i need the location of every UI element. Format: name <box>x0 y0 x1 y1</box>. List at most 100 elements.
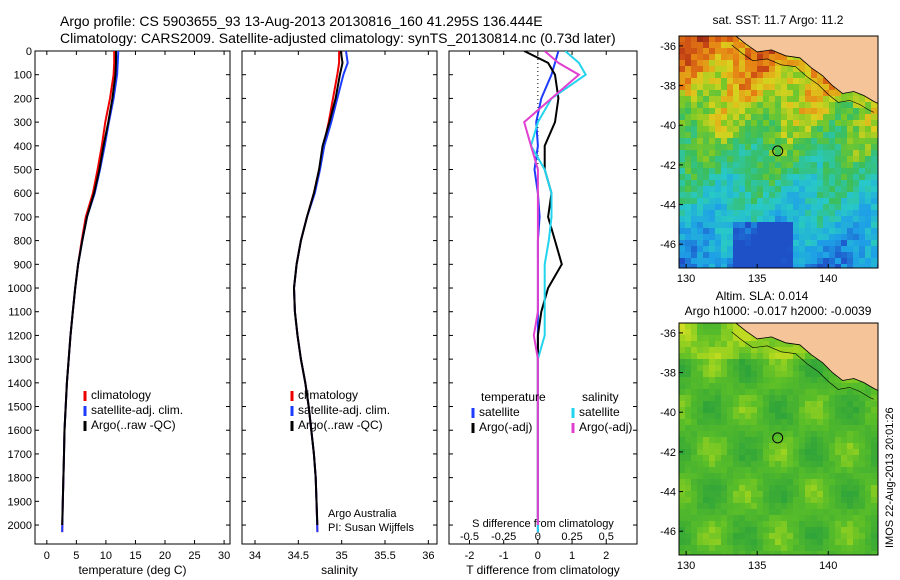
map-cell <box>697 455 703 461</box>
map-cell <box>799 521 805 527</box>
map-cell <box>859 228 865 234</box>
map-cell <box>727 162 733 168</box>
map-cell <box>829 222 835 228</box>
map-cell <box>721 539 727 545</box>
map-cell <box>721 114 727 120</box>
map-cell <box>697 377 703 383</box>
map-cell <box>847 198 853 204</box>
map-cell <box>763 455 769 461</box>
map-cell <box>745 120 751 126</box>
map-cell <box>763 96 769 102</box>
y-tick-label: 1800 <box>8 473 32 485</box>
map-cell <box>703 96 709 102</box>
map-cell <box>703 365 709 371</box>
map-x-tick-label: 130 <box>677 273 695 285</box>
map-cell <box>805 443 811 449</box>
map-cell <box>697 443 703 449</box>
map-cell <box>799 515 805 521</box>
sla-map-subtitle: Argo h1000: -0.017 h2000: -0.0039 <box>685 304 872 318</box>
map-y-tick-label: -36 <box>660 328 676 340</box>
map-cell <box>787 240 793 246</box>
map-cell <box>721 491 727 497</box>
map-cell <box>853 240 859 246</box>
map-cell <box>691 359 697 365</box>
map-cell <box>709 252 715 258</box>
map-cell <box>835 132 841 138</box>
map-cell <box>859 96 865 102</box>
map-cell <box>715 335 721 341</box>
map-cell <box>781 419 787 425</box>
map-cell <box>829 371 835 377</box>
map-cell <box>775 479 781 485</box>
map-cell <box>859 114 865 120</box>
map-cell <box>685 359 691 365</box>
x-tick-label: 0 <box>535 550 541 562</box>
map-cell <box>835 216 841 222</box>
map-cell <box>727 443 733 449</box>
map-cell <box>757 84 763 90</box>
legend-label: Argo(-adj) <box>579 420 632 434</box>
map-cell <box>727 264 733 268</box>
map-cell <box>829 533 835 539</box>
map-cell <box>829 102 835 108</box>
map-cell <box>721 455 727 461</box>
map-cell <box>751 347 757 353</box>
map-cell <box>751 222 757 228</box>
map-cell <box>727 551 733 555</box>
map-cell <box>829 509 835 515</box>
map-cell <box>829 431 835 437</box>
map-cell <box>859 551 865 555</box>
map-cell <box>751 108 757 114</box>
map-cell <box>799 126 805 132</box>
map-cell <box>739 108 745 114</box>
map-cell <box>715 78 721 84</box>
map-cell <box>787 90 793 96</box>
map-cell <box>751 515 757 521</box>
map-cell <box>817 84 823 90</box>
annotation-line2: PI: Susan Wijffels <box>328 522 414 534</box>
map-cell <box>775 108 781 114</box>
map-cell <box>853 174 859 180</box>
map-cell <box>709 389 715 395</box>
map-cell <box>829 413 835 419</box>
map-cell <box>817 120 823 126</box>
map-cell <box>865 216 871 222</box>
map-cell <box>847 180 853 186</box>
map-cell <box>781 425 787 431</box>
map-cell <box>751 425 757 431</box>
map-cell <box>853 90 859 96</box>
map-cell <box>703 335 709 341</box>
map-cell <box>847 407 853 413</box>
map-cell <box>751 258 757 264</box>
map-cell <box>829 84 835 90</box>
map-cell <box>811 413 817 419</box>
map-cell <box>727 120 733 126</box>
map-cell <box>757 240 763 246</box>
map-cell <box>727 341 733 347</box>
map-field <box>679 36 878 268</box>
map-cell <box>871 150 877 156</box>
map-cell <box>721 479 727 485</box>
map-cell <box>841 485 847 491</box>
map-cell <box>799 156 805 162</box>
map-cell <box>805 72 811 78</box>
map-cell <box>697 174 703 180</box>
map-cell <box>871 491 877 497</box>
map-cell <box>829 96 835 102</box>
map-cell <box>709 126 715 132</box>
map-cell <box>769 491 775 497</box>
map-cell <box>871 180 877 186</box>
map-cell <box>757 204 763 210</box>
map-cell <box>799 527 805 533</box>
map-cell <box>685 108 691 114</box>
map-cell <box>751 132 757 138</box>
map-cell <box>685 473 691 479</box>
map-cell <box>697 102 703 108</box>
map-cell <box>709 461 715 467</box>
map-cell <box>757 66 763 72</box>
map-cell <box>679 353 685 359</box>
map-cell <box>841 539 847 545</box>
map-cell <box>703 467 709 473</box>
map-cell <box>847 419 853 425</box>
map-cell <box>835 509 841 515</box>
